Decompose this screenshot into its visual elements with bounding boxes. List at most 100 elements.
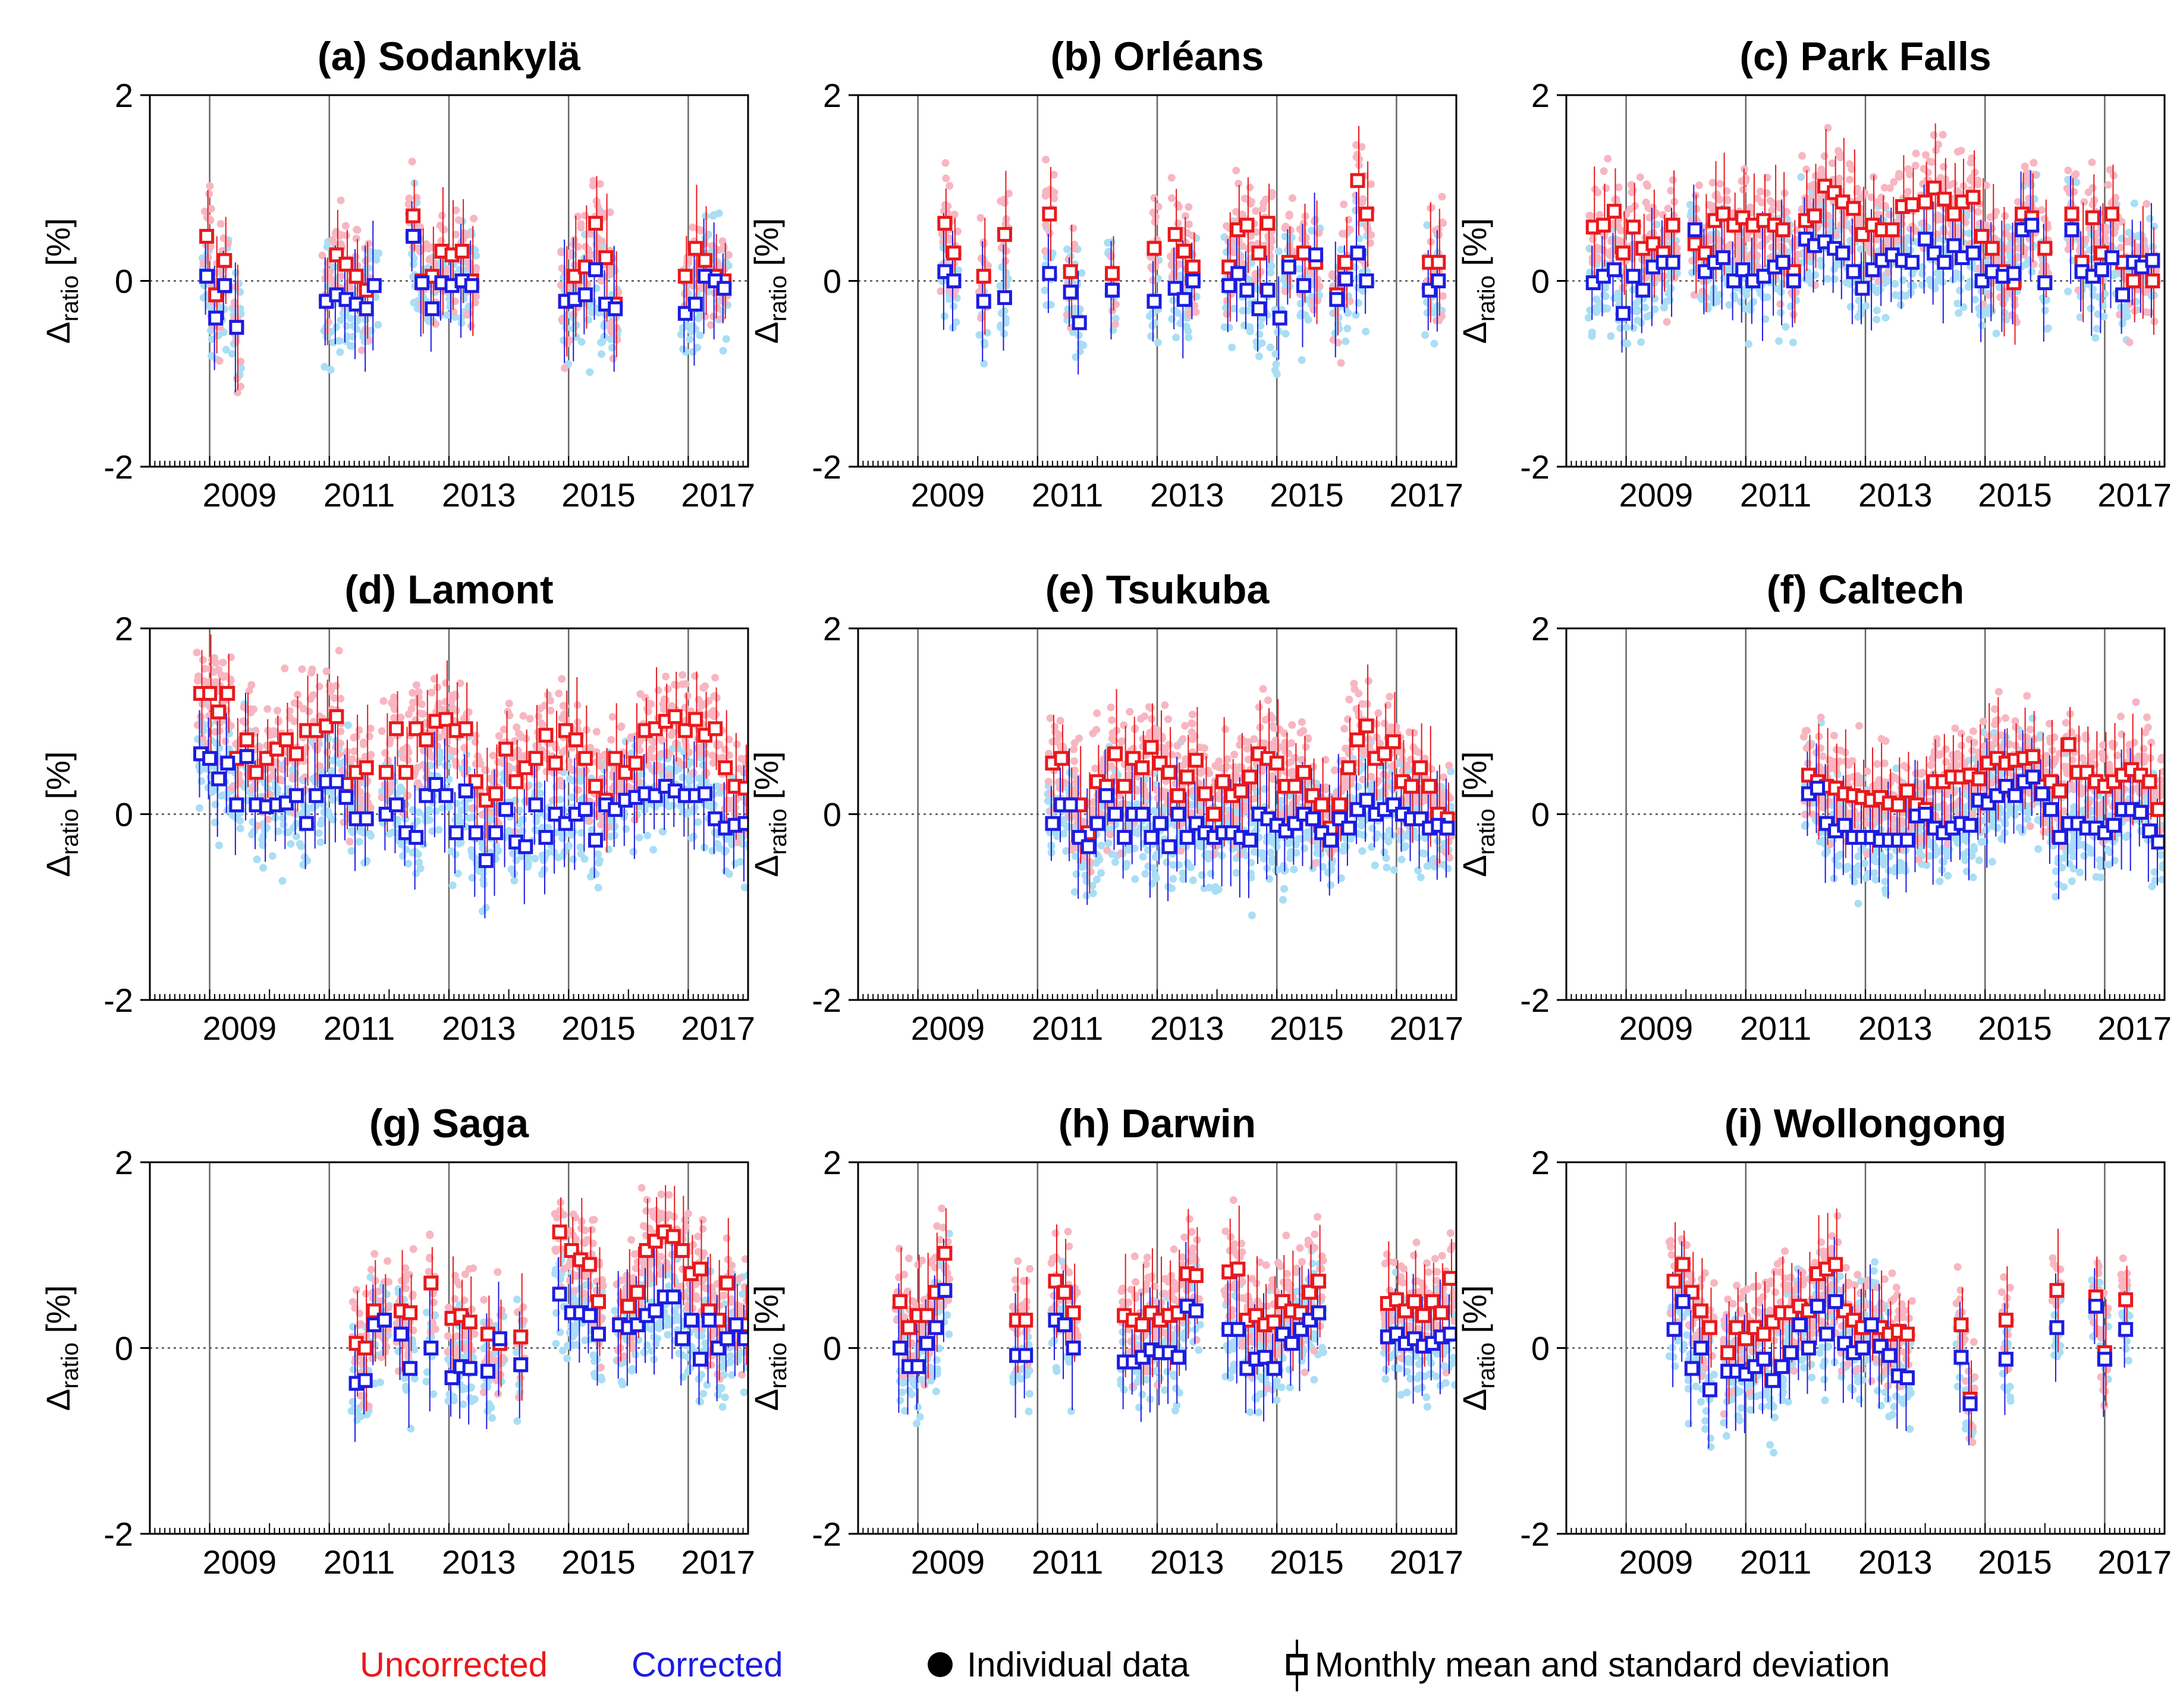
individual-point-corrected bbox=[1354, 299, 1362, 307]
individual-point-corrected bbox=[1076, 305, 1084, 313]
individual-point-corrected bbox=[312, 801, 320, 810]
individual-point-corrected bbox=[1873, 315, 1881, 323]
individual-point-uncorrected bbox=[357, 795, 366, 804]
individual-point-uncorrected bbox=[2093, 229, 2102, 237]
monthly-mean-corrected bbox=[1846, 264, 1861, 279]
individual-point-corrected bbox=[1150, 319, 1158, 327]
individual-point-uncorrected bbox=[452, 206, 460, 215]
individual-point-corrected bbox=[1267, 269, 1275, 277]
monthly-mean-corrected bbox=[1937, 254, 1952, 270]
individual-point-uncorrected bbox=[1252, 207, 1260, 215]
individual-point-uncorrected bbox=[1281, 224, 1289, 232]
individual-point-uncorrected bbox=[1698, 287, 1707, 295]
individual-point-uncorrected bbox=[1776, 242, 1784, 250]
individual-point-corrected bbox=[222, 345, 230, 354]
individual-point-uncorrected bbox=[1607, 237, 1615, 246]
individual-point-corrected bbox=[445, 803, 453, 811]
monthly-mean-corrected bbox=[997, 290, 1012, 306]
individual-point-uncorrected bbox=[1257, 268, 1265, 276]
individual-point-uncorrected bbox=[409, 688, 417, 697]
individual-point-uncorrected bbox=[335, 646, 343, 655]
individual-point-uncorrected bbox=[1813, 224, 1821, 232]
individual-point-uncorrected bbox=[218, 247, 227, 255]
individual-point-uncorrected bbox=[1362, 222, 1371, 230]
individual-point-uncorrected bbox=[581, 212, 589, 220]
individual-point-corrected bbox=[607, 832, 615, 841]
individual-point-uncorrected bbox=[221, 737, 230, 746]
individual-point-corrected bbox=[536, 789, 545, 797]
individual-point-corrected bbox=[1274, 328, 1282, 336]
individual-point-uncorrected bbox=[326, 687, 334, 696]
individual-point-corrected bbox=[1918, 281, 1926, 289]
individual-point-corrected bbox=[398, 787, 407, 795]
x-tick-label: 2017 bbox=[1389, 476, 1463, 514]
individual-point-uncorrected bbox=[268, 772, 277, 781]
individual-point-corrected bbox=[689, 348, 697, 356]
monthly-mean-corrected bbox=[2006, 266, 2021, 281]
y-axis-label: Δratio [%] bbox=[747, 218, 791, 344]
individual-point-uncorrected bbox=[557, 281, 565, 290]
individual-point-uncorrected bbox=[378, 727, 386, 735]
individual-point-corrected bbox=[1423, 309, 1431, 317]
individual-point-corrected bbox=[1584, 314, 1592, 322]
individual-point-uncorrected bbox=[1945, 181, 1953, 189]
individual-point-uncorrected bbox=[583, 280, 592, 288]
individual-point-uncorrected bbox=[378, 793, 386, 801]
individual-point-uncorrected bbox=[950, 210, 959, 219]
individual-point-corrected bbox=[1342, 337, 1350, 345]
individual-point-uncorrected bbox=[634, 778, 643, 786]
individual-point-uncorrected bbox=[2064, 166, 2072, 175]
individual-point-corrected bbox=[719, 347, 727, 355]
individual-point-corrected bbox=[220, 791, 228, 799]
individual-point-uncorrected bbox=[2066, 239, 2074, 247]
monthly-mean-uncorrected bbox=[2145, 273, 2160, 288]
individual-point-corrected bbox=[347, 826, 356, 835]
individual-point-corrected bbox=[1257, 322, 1265, 330]
individual-point-uncorrected bbox=[1439, 219, 1447, 227]
individual-point-corrected bbox=[425, 807, 433, 815]
individual-point-uncorrected bbox=[574, 212, 582, 221]
individual-point-uncorrected bbox=[193, 721, 202, 729]
individual-point-uncorrected bbox=[1903, 187, 1912, 196]
individual-point-uncorrected bbox=[1438, 292, 1447, 300]
individual-point-uncorrected bbox=[594, 810, 602, 819]
individual-point-uncorrected bbox=[1884, 240, 1892, 249]
individual-point-uncorrected bbox=[454, 216, 463, 224]
individual-point-uncorrected bbox=[1934, 140, 1943, 149]
individual-point-uncorrected bbox=[1636, 173, 1644, 181]
individual-point-uncorrected bbox=[1309, 306, 1318, 314]
y-axis-label-unit: [%] bbox=[39, 218, 77, 275]
individual-point-corrected bbox=[598, 338, 606, 347]
individual-point-uncorrected bbox=[240, 703, 248, 712]
individual-point-corrected bbox=[1801, 275, 1810, 284]
individual-point-uncorrected bbox=[592, 728, 601, 736]
individual-point-corrected bbox=[535, 781, 543, 789]
individual-point-corrected bbox=[699, 761, 707, 769]
monthly-mean-uncorrected bbox=[1146, 241, 1162, 256]
individual-point-corrected bbox=[446, 753, 454, 761]
individual-point-corrected bbox=[347, 314, 355, 323]
individual-point-corrected bbox=[326, 366, 335, 374]
individual-point-uncorrected bbox=[460, 744, 469, 752]
monthly-mean-corrected bbox=[1606, 262, 1622, 278]
individual-point-uncorrected bbox=[650, 738, 658, 746]
individual-point-uncorrected bbox=[577, 220, 585, 228]
individual-point-uncorrected bbox=[1367, 180, 1375, 188]
individual-point-corrected bbox=[1664, 289, 1673, 297]
monthly-mean-corrected bbox=[1042, 266, 1057, 281]
individual-point-corrected bbox=[366, 830, 374, 838]
monthly-mean-uncorrected bbox=[1431, 254, 1446, 270]
individual-point-uncorrected bbox=[1359, 195, 1367, 203]
individual-point-corrected bbox=[2003, 223, 2012, 231]
individual-point-uncorrected bbox=[1939, 163, 1947, 171]
individual-point-uncorrected bbox=[607, 270, 615, 278]
individual-point-uncorrected bbox=[476, 760, 485, 768]
individual-point-uncorrected bbox=[1990, 234, 1999, 243]
individual-point-uncorrected bbox=[1979, 300, 1987, 309]
monthly-mean-uncorrected bbox=[588, 216, 603, 231]
individual-point-corrected bbox=[1965, 229, 1973, 238]
x-tick-label: 2017 bbox=[681, 476, 755, 514]
individual-point-uncorrected bbox=[562, 716, 570, 724]
individual-point-corrected bbox=[372, 256, 381, 264]
individual-point-corrected bbox=[374, 320, 382, 329]
